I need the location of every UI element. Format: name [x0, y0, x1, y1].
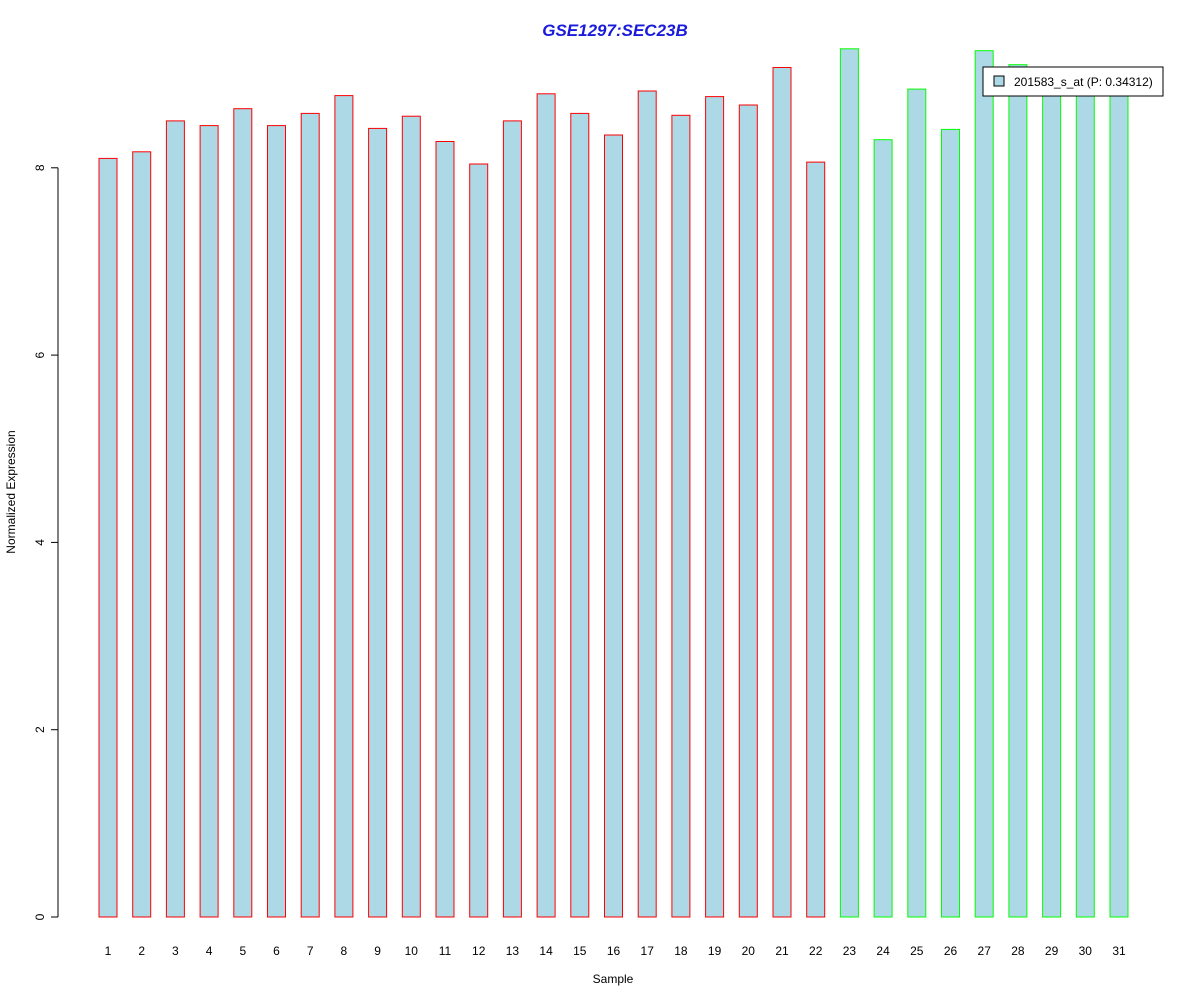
bar-sample-22: [806, 161, 826, 918]
bar-sample-16: [604, 134, 623, 918]
bar-sample-25: [907, 88, 927, 918]
bar-sample-1: [98, 157, 118, 918]
bar-sample-9: [368, 127, 388, 918]
x-tick-label-2: 2: [138, 944, 145, 958]
x-tick-label-9: 9: [374, 944, 381, 958]
bar-sample-15: [570, 112, 590, 918]
bar-sample-29: [1042, 68, 1062, 918]
legend: 201583_s_at (P: 0.34312): [982, 66, 1164, 97]
bar-sample-31: [1109, 68, 1129, 918]
bar-sample-10: [401, 115, 421, 918]
bar-sample-4: [199, 125, 219, 918]
x-tick-label-20: 20: [742, 944, 756, 958]
x-axis: 1 2 3 4 5 6 7 8 9 10 11 12 13 14 15 16 17 18 19 20 21 22 23 24 2…: [105, 944, 1126, 958]
x-tick-label-16: 16: [607, 944, 621, 958]
bar-sample-24: [873, 139, 893, 918]
legend-swatch: [993, 75, 1005, 87]
x-axis-label: Sample: [593, 972, 634, 986]
x-tick-label-30: 30: [1079, 944, 1093, 958]
bar-sample-11: [435, 141, 455, 918]
x-tick-label-5: 5: [239, 944, 246, 958]
x-tick-label-7: 7: [307, 944, 314, 958]
y-tick-label-8: 8: [33, 164, 47, 171]
x-tick-label-24: 24: [876, 944, 890, 958]
x-tick-label-18: 18: [674, 944, 688, 958]
x-tick-label-17: 17: [641, 944, 655, 958]
x-tick-label-14: 14: [539, 944, 553, 958]
y-tick-label-6: 6: [33, 351, 47, 358]
x-tick-label-28: 28: [1011, 944, 1025, 958]
y-tick-label-4: 4: [33, 539, 47, 546]
bar-sample-8: [334, 95, 354, 918]
bar-sample-26: [941, 128, 960, 918]
bars-layer: [98, 48, 1129, 918]
x-tick-label-4: 4: [206, 944, 213, 958]
chart-title: GSE1297:SEC23B: [542, 21, 688, 40]
x-tick-label-15: 15: [573, 944, 587, 958]
legend-label: 201583_s_at (P: 0.34312): [1014, 75, 1153, 89]
bar-sample-18: [671, 114, 691, 918]
x-tick-label-8: 8: [341, 944, 348, 958]
x-tick-label-21: 21: [775, 944, 789, 958]
bar-sample-2: [132, 151, 152, 918]
bar-sample-3: [165, 120, 185, 918]
x-tick-label-31: 31: [1112, 944, 1126, 958]
x-tick-label-13: 13: [506, 944, 520, 958]
bar-sample-20: [738, 104, 758, 918]
bar-sample-5: [233, 108, 253, 918]
bar-sample-27: [974, 50, 994, 918]
y-axis-label: Normalized Expression: [4, 430, 18, 553]
x-tick-label-1: 1: [105, 944, 112, 958]
bar-sample-13: [502, 120, 522, 918]
bar-sample-17: [637, 90, 657, 918]
x-tick-label-27: 27: [978, 944, 992, 958]
bar-sample-21: [772, 67, 792, 918]
x-tick-label-12: 12: [472, 944, 486, 958]
bar-sample-28: [1008, 64, 1028, 918]
bar-sample-12: [469, 163, 489, 918]
bar-sample-23: [839, 48, 859, 918]
x-tick-label-19: 19: [708, 944, 722, 958]
x-tick-label-3: 3: [172, 944, 179, 958]
bar-sample-19: [705, 96, 725, 918]
bar-sample-14: [536, 93, 556, 918]
x-tick-label-25: 25: [910, 944, 924, 958]
bar-sample-7: [300, 112, 320, 918]
bar-sample-6: [267, 125, 286, 918]
y-tick-label-0: 0: [33, 913, 47, 920]
x-tick-label-22: 22: [809, 944, 823, 958]
x-tick-label-26: 26: [944, 944, 958, 958]
x-tick-label-23: 23: [843, 944, 857, 958]
bar-sample-30: [1075, 73, 1095, 918]
y-axis: 0 2 4 6 8: [33, 164, 59, 920]
x-tick-label-10: 10: [405, 944, 419, 958]
x-tick-label-11: 11: [439, 944, 452, 958]
y-tick-label-2: 2: [33, 726, 47, 733]
x-tick-label-29: 29: [1045, 944, 1059, 958]
legend-box: [982, 66, 1164, 97]
x-tick-label-6: 6: [273, 944, 280, 958]
